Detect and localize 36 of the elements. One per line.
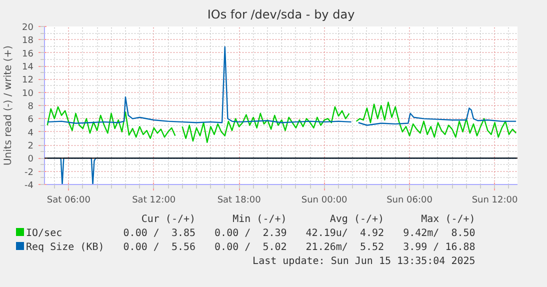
y-tick-label: 20 — [22, 23, 34, 33]
text: 0.00 / 5.02 — [214, 241, 288, 255]
text: 42.19u/ 4.92 — [304, 227, 386, 241]
y-axis-title: Units read (-) / write (+) — [3, 45, 14, 166]
text: 0.00 / 2.39 — [214, 227, 288, 241]
x-tick-label: Sun 06:00 — [386, 196, 433, 206]
x-tick-label: Sat 18:00 — [217, 196, 262, 206]
text: Last update: Sun Jun 15 13:35:04 2025 — [252, 255, 476, 269]
text: Min (-/+) — [232, 213, 288, 227]
y-tick-label: 2 — [28, 142, 34, 152]
legend-label: IO/sec — [25, 227, 64, 241]
text: Avg (-/+) — [328, 213, 386, 227]
x-tick-label: Sat 06:00 — [46, 196, 91, 206]
y-tick-label: 12 — [22, 76, 34, 86]
chart-title: IOs for /dev/sda - by day — [207, 8, 355, 22]
y-tick-label: 10 — [22, 88, 34, 99]
y-tick-label: -4 — [24, 181, 34, 191]
y-tick-label: -2 — [24, 168, 34, 178]
y-tick-label: 16 — [22, 49, 34, 60]
y-tick-label: 6 — [28, 115, 34, 126]
y-tick-label: 0 — [28, 154, 34, 165]
text: 0.00 / 5.56 — [122, 241, 197, 255]
legend-label: Req Size (KB) — [25, 241, 106, 255]
x-tick-label: Sun 12:00 — [472, 196, 518, 206]
x-tick-label: Sat 12:00 — [132, 196, 176, 206]
y-tick-label: 14 — [22, 62, 34, 72]
y-tick-label: 18 — [22, 36, 34, 46]
text: 9.42m/ 8.50 — [402, 227, 476, 241]
text: 21.26m/ 5.52 — [304, 241, 386, 255]
y-tick-label: 4 — [28, 128, 34, 138]
x-tick-label: Sun 00:00 — [301, 196, 348, 206]
text: 0.00 / 3.85 — [122, 227, 197, 241]
text: 3.99 / 16.88 — [402, 241, 476, 255]
text: Cur (-/+) — [140, 213, 197, 227]
y-tick-label: 8 — [28, 102, 34, 112]
text: Max (-/+) — [420, 213, 476, 227]
